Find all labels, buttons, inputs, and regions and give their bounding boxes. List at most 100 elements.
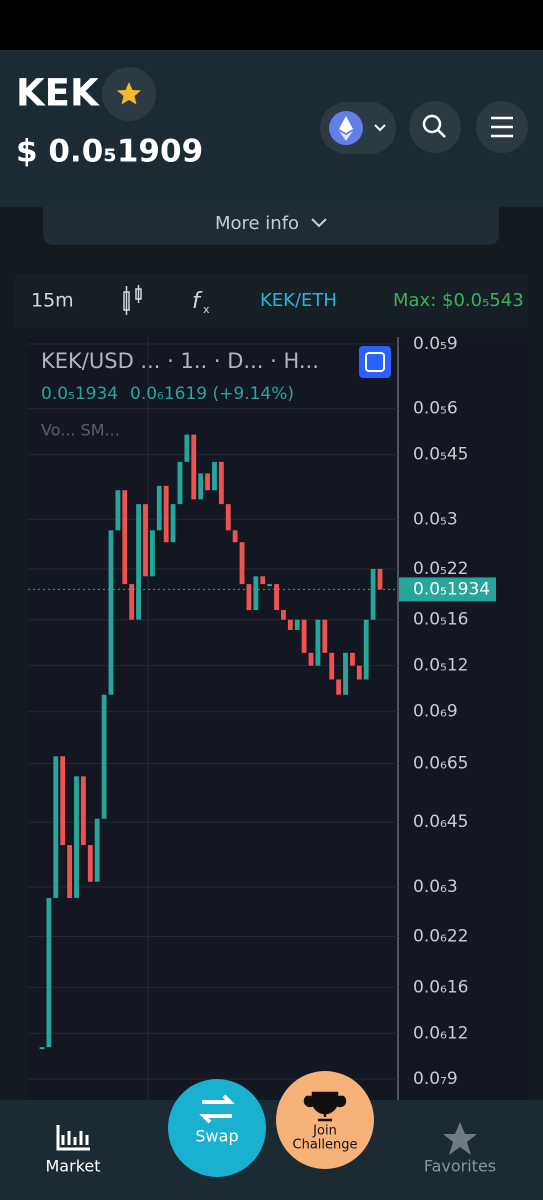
candle-body <box>322 619 328 653</box>
candle-body <box>94 818 100 882</box>
candle-body <box>212 461 217 491</box>
candle-body <box>218 461 224 505</box>
more-info[interactable]: More info <box>43 207 499 245</box>
indicators: Vo... SM... <box>41 421 120 440</box>
candle-body <box>177 461 183 505</box>
challenge-label: Challenge <box>293 1138 358 1153</box>
y-tick-label: 0.0₅12 <box>413 656 468 676</box>
interval[interactable]: 15m <box>31 290 74 312</box>
candle-body <box>336 679 342 695</box>
last-price-label: 0.0₅1934 <box>413 579 490 599</box>
pair[interactable]: KEK/ETH <box>260 290 337 311</box>
candle-body <box>343 652 348 695</box>
y-tick-label: 0.0₅22 <box>413 559 468 579</box>
fx-icon[interactable]: f <box>192 289 203 314</box>
candle-body <box>143 504 148 577</box>
candle-body <box>115 490 121 531</box>
candle-body <box>349 652 355 666</box>
fx-icon-sub: x <box>203 303 210 316</box>
y-tick-label: 0.0₆12 <box>413 1023 468 1043</box>
candle-body <box>53 756 59 898</box>
market-tab[interactable]: Market <box>46 1125 101 1176</box>
ohlc-change: 0.0₆1619 (+9.14%) <box>130 384 294 404</box>
candle-body <box>281 610 286 620</box>
candle-body <box>87 845 93 882</box>
candle-body <box>239 542 245 585</box>
candle-body <box>377 568 383 590</box>
chain-selector[interactable] <box>320 102 396 154</box>
candle-body <box>136 504 141 620</box>
candle-body <box>80 776 86 846</box>
y-tick-label: 0.0₅3 <box>413 509 458 529</box>
market-label: Market <box>46 1157 101 1176</box>
candle-body <box>129 584 135 620</box>
join-label: Join <box>312 1124 337 1139</box>
search-button[interactable] <box>409 101 461 153</box>
chart-area <box>28 337 528 1100</box>
y-tick-label: 0.0₆22 <box>413 926 468 946</box>
favorite-button[interactable] <box>102 67 156 121</box>
candle-body <box>67 845 73 898</box>
toolbar <box>15 274 528 328</box>
candle-body <box>274 584 279 611</box>
candle-body <box>191 434 197 500</box>
candle-body <box>163 485 169 543</box>
candle-body <box>184 434 190 462</box>
candle-body <box>301 619 307 653</box>
y-tick-label: 0.0₆16 <box>413 977 468 997</box>
candle-body <box>198 473 204 500</box>
y-tick-label: 0.0₆45 <box>413 812 468 832</box>
candle-body <box>253 576 259 611</box>
menu-button[interactable] <box>476 101 528 153</box>
ohlc-close: 0.0₅1934 <box>41 384 118 404</box>
more-info-label: More info <box>215 213 299 234</box>
candle-body <box>246 584 252 611</box>
plot: 0.0₅9 0.0₅6 0.0₅45 0.0₅3 0.0₅22 0.0₅16 0.0₅12 0… <box>28 334 496 1089</box>
candle-body <box>356 665 362 680</box>
candle-body <box>170 504 176 543</box>
candle-body <box>149 530 155 577</box>
y-tick-label: 0.0₅6 <box>413 399 458 419</box>
candle-body <box>260 576 266 585</box>
candle-body <box>232 530 238 543</box>
symbol: KEK <box>16 72 100 115</box>
candle-body <box>267 584 273 587</box>
y-tick-label: 0.0₆9 <box>413 702 458 722</box>
candle-body <box>308 652 314 666</box>
join-challenge-button[interactable]: Join Challenge <box>276 1071 374 1169</box>
favorites-label: Favorites <box>424 1157 496 1176</box>
candle-body <box>370 568 376 620</box>
candle-body <box>122 490 128 585</box>
candle-body <box>74 776 79 898</box>
fullscreen-button[interactable] <box>359 346 391 378</box>
y-tick-label: 0.0₅16 <box>413 610 468 630</box>
candle-body <box>225 504 231 531</box>
price: $ 0.0₅1909 <box>16 134 203 170</box>
y-tick-label: 0.0₆65 <box>413 754 468 774</box>
candle-body <box>108 530 114 695</box>
y-tick-label: 0.0₆3 <box>413 877 458 897</box>
y-tick-label: 0.0₇9 <box>413 1069 458 1089</box>
swap-button[interactable]: Swap <box>168 1079 266 1177</box>
candle-body <box>329 652 335 680</box>
last-price-badge <box>399 577 496 602</box>
swap-label: Swap <box>195 1127 238 1146</box>
candle-body <box>205 473 210 491</box>
candle-body <box>39 1047 45 1050</box>
favorites-tab[interactable]: Favorites <box>424 1122 496 1176</box>
chart-legend: KEK/USD ... · 1.. · D... · H... <box>41 349 319 373</box>
candle-body <box>60 756 66 846</box>
y-tick-label: 0.0₅45 <box>413 445 468 465</box>
candle-body <box>294 619 300 631</box>
candle-body <box>315 619 321 666</box>
candle-body <box>101 694 107 819</box>
candle-body <box>46 897 52 1048</box>
candle-body <box>156 485 162 531</box>
y-tick-label: 0.0₅9 <box>413 334 458 354</box>
max-price: Max: $0.0₅543 <box>393 290 524 311</box>
candle-body <box>287 619 293 631</box>
status-bar <box>0 0 543 50</box>
candle-icon[interactable] <box>123 285 142 315</box>
candle-body <box>363 619 369 680</box>
